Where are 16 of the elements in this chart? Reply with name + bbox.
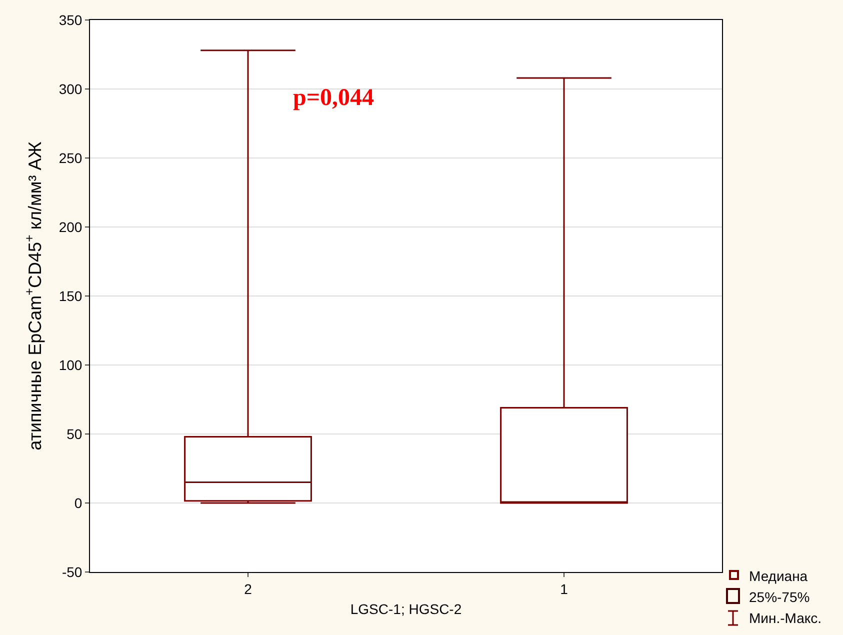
y-tick-label: 100	[58, 356, 82, 373]
y-tick-label: 200	[58, 218, 82, 235]
text: Медиана	[749, 568, 808, 584]
y-tick-label: 350	[58, 12, 82, 28]
y-tick-label: 250	[58, 150, 82, 166]
y-tick-label: 50	[66, 426, 82, 442]
x-tick-label: 2	[244, 580, 252, 597]
y-tick-label: 300	[58, 80, 82, 97]
text: 25%-75%	[749, 589, 810, 605]
text: Мин.-Макс.	[749, 610, 822, 626]
annotation: p=0,044	[293, 85, 374, 111]
x-tick-label: 1	[560, 580, 568, 597]
y-tick-label: 150	[58, 288, 82, 304]
x-axis-title: LGSC-1; HGSC-2	[350, 601, 462, 618]
y-tick-label: -50	[62, 564, 82, 580]
y-tick-label: 0	[74, 494, 82, 511]
